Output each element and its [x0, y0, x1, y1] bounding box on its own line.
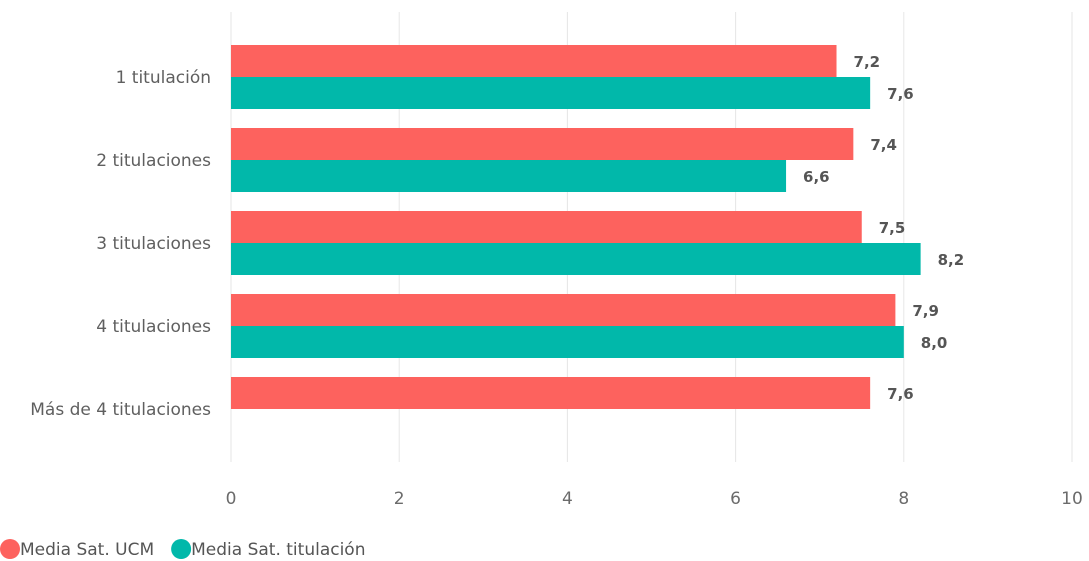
x-tick-label: 6 — [730, 489, 741, 509]
legend-label: Media Sat. UCM — [20, 540, 154, 560]
legend-item[interactable]: Media Sat. UCM — [0, 539, 154, 560]
data-label: 7,6 — [887, 85, 914, 103]
value-axis: 0 2 4 6 8 10 — [226, 489, 1083, 509]
legend-marker — [171, 539, 192, 559]
x-tick-label: 4 — [562, 489, 573, 509]
data-label: 8,2 — [938, 251, 965, 269]
data-label: 7,9 — [912, 302, 939, 320]
bar[interactable] — [231, 77, 871, 109]
data-label: 8,0 — [921, 334, 948, 352]
category-label: 4 titulaciones — [96, 317, 211, 337]
bar[interactable] — [231, 45, 837, 77]
x-tick-label: 8 — [898, 489, 909, 509]
bar[interactable] — [231, 326, 904, 358]
legend-item[interactable]: Media Sat. titulación — [171, 539, 365, 560]
data-label: 7,4 — [870, 136, 897, 154]
category-label: Más de 4 titulaciones — [30, 400, 211, 420]
bar[interactable] — [231, 377, 871, 409]
bar[interactable] — [231, 211, 862, 243]
category-label: 1 titulación — [116, 68, 211, 88]
data-label: 7,2 — [854, 53, 881, 71]
legend-marker — [0, 539, 20, 559]
x-tick-label: 2 — [394, 489, 405, 509]
category-label: 3 titulaciones — [96, 234, 211, 254]
category-axis: 1 titulación 2 titulaciones 3 titulaciones… — [30, 68, 211, 420]
bars — [231, 45, 921, 409]
data-labels: 7,2 7,6 7,4 6,6 7,5 8,2 7,9 8,0 7,6 — [803, 53, 964, 403]
legend-label: Media Sat. titulación — [191, 540, 365, 560]
bar[interactable] — [231, 128, 854, 160]
legend[interactable]: Media Sat. UCM Media Sat. titulación — [0, 539, 365, 560]
bar[interactable] — [231, 243, 921, 275]
x-tick-label: 10 — [1061, 489, 1083, 509]
bar[interactable] — [231, 294, 896, 326]
data-label: 7,5 — [879, 219, 906, 237]
category-label: 2 titulaciones — [96, 151, 211, 171]
data-label: 7,6 — [887, 385, 914, 403]
bar[interactable] — [231, 160, 787, 192]
x-tick-label: 0 — [226, 489, 237, 509]
data-label: 6,6 — [803, 168, 830, 186]
